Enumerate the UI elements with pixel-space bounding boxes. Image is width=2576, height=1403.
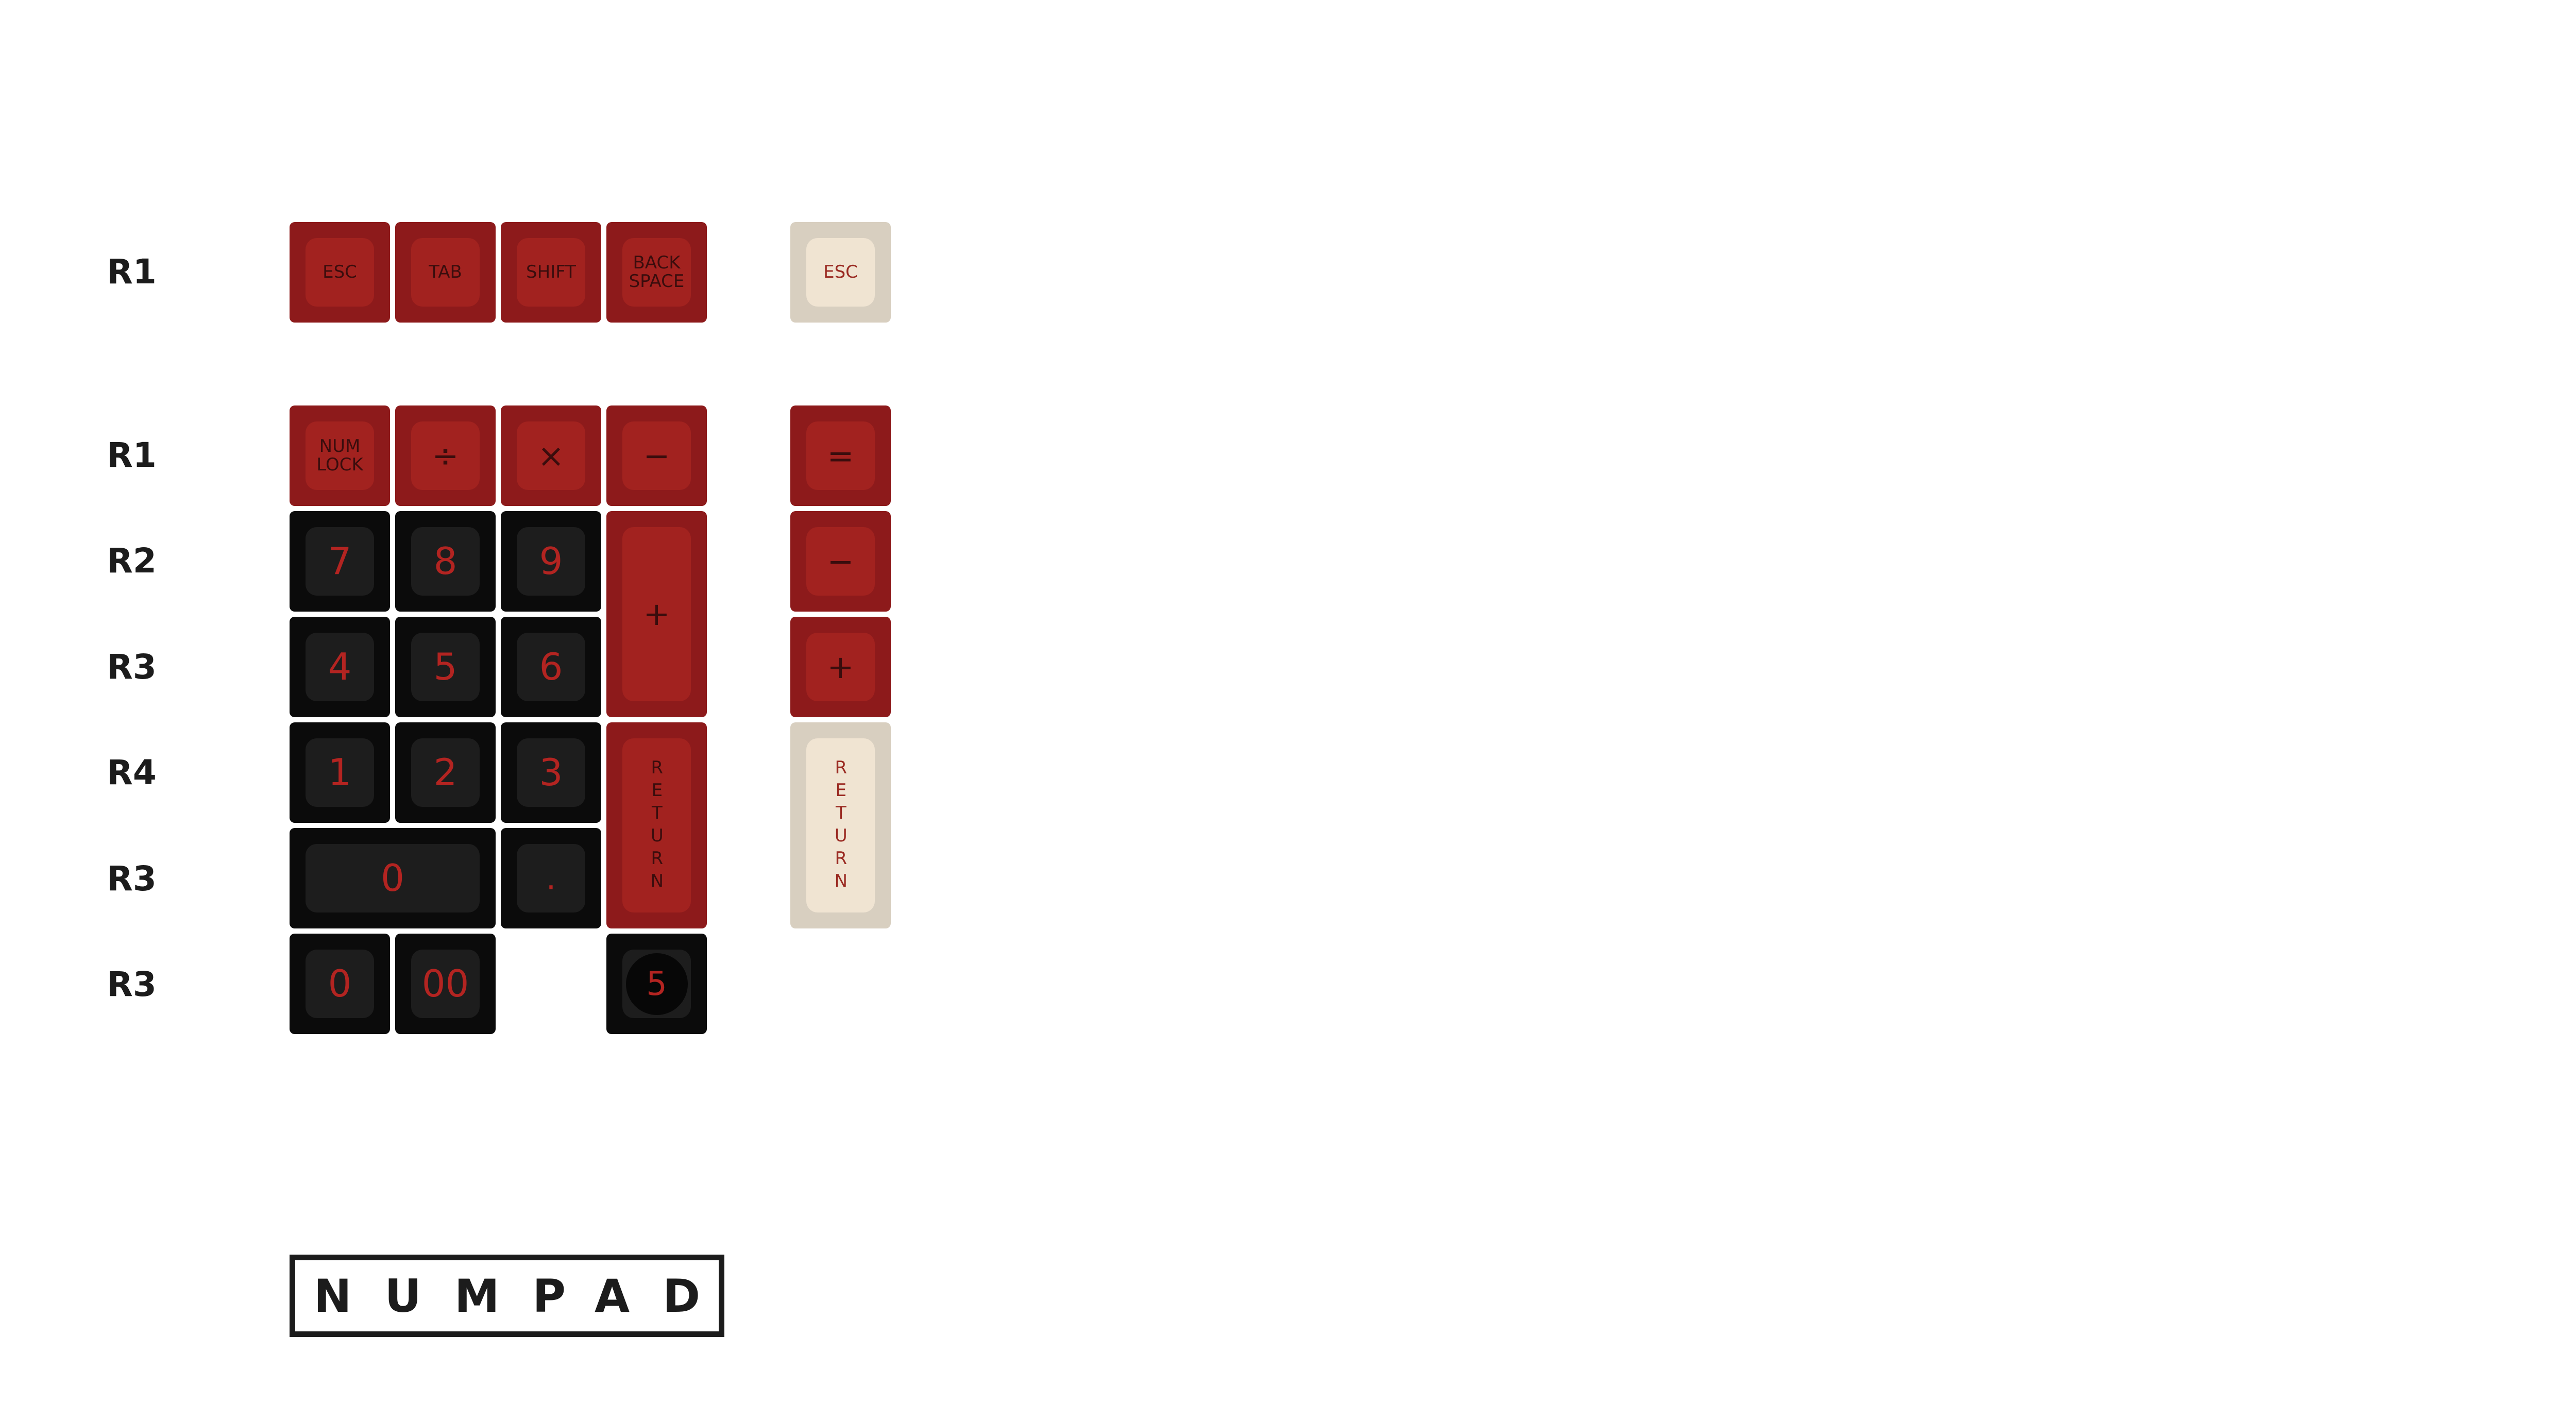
key-5-homing-legend: 5 (625, 953, 688, 1015)
key-0-legend: 0 (306, 950, 374, 1018)
key-esc[interactable]: ESC (290, 222, 390, 323)
row-label-r1-mods: R1 (107, 252, 157, 292)
key-1-legend: 1 (306, 738, 374, 807)
key-minus-alt[interactable]: − (790, 511, 891, 612)
key-minus-alt-legend: − (806, 527, 875, 596)
key-2-legend: 2 (411, 738, 480, 807)
key-divide[interactable]: ÷ (395, 405, 496, 506)
key-6-legend: 6 (517, 633, 585, 701)
key-7[interactable]: 7 (290, 511, 390, 612)
key-2[interactable]: 2 (395, 722, 496, 823)
key-dot-legend: . (517, 844, 585, 912)
key-9-legend: 9 (517, 527, 585, 596)
row-label-r3-bottom: R3 (107, 859, 157, 899)
key-return-alt-legend: RETURN (806, 738, 875, 912)
key-5-homing-dish: 5 (622, 950, 691, 1018)
key-00-legend: 00 (411, 950, 480, 1018)
row-label-r2: R2 (107, 541, 157, 581)
key-equals[interactable]: = (790, 405, 891, 506)
key-tab[interactable]: TAB (395, 222, 496, 323)
key-7-legend: 7 (306, 527, 374, 596)
key-0-wide[interactable]: 0 (290, 828, 496, 928)
key-0-wide-legend: 0 (306, 844, 480, 912)
key-minus[interactable]: − (606, 405, 707, 506)
key-1[interactable]: 1 (290, 722, 390, 823)
key-tab-legend: TAB (411, 238, 480, 307)
key-dot[interactable]: . (501, 828, 601, 928)
numpad-title: NUMPAD (290, 1255, 724, 1337)
key-0[interactable]: 0 (290, 934, 390, 1034)
key-return[interactable]: RETURN (606, 722, 707, 928)
key-shift[interactable]: SHIFT (501, 222, 601, 323)
key-esc-alt-legend: ESC (806, 238, 875, 307)
key-numlock[interactable]: NUM LOCK (290, 405, 390, 506)
row-label-r1-top: R1 (107, 435, 157, 475)
key-backspace[interactable]: BACK SPACE (606, 222, 707, 323)
key-4-legend: 4 (306, 633, 374, 701)
row-label-r3-extra: R3 (107, 965, 157, 1004)
key-numlock-legend: NUM LOCK (306, 421, 374, 490)
key-divide-legend: ÷ (411, 421, 480, 490)
key-8[interactable]: 8 (395, 511, 496, 612)
key-5[interactable]: 5 (395, 617, 496, 717)
key-backspace-legend: BACK SPACE (622, 238, 691, 307)
key-3-legend: 3 (517, 738, 585, 807)
key-minus-legend: − (622, 421, 691, 490)
key-plus-alt[interactable]: + (790, 617, 891, 717)
key-5-homing[interactable]: 5 (606, 934, 707, 1034)
key-return-alt[interactable]: RETURN (790, 722, 891, 928)
key-8-legend: 8 (411, 527, 480, 596)
key-5-legend: 5 (411, 633, 480, 701)
key-plus[interactable]: + (606, 511, 707, 717)
key-plus-legend: + (622, 527, 691, 701)
key-6[interactable]: 6 (501, 617, 601, 717)
key-shift-legend: SHIFT (517, 238, 585, 307)
key-3[interactable]: 3 (501, 722, 601, 823)
key-multiply[interactable]: × (501, 405, 601, 506)
key-multiply-legend: × (517, 421, 585, 490)
row-label-r3: R3 (107, 647, 157, 687)
key-00[interactable]: 00 (395, 934, 496, 1034)
key-9[interactable]: 9 (501, 511, 601, 612)
key-plus-alt-legend: + (806, 633, 875, 701)
row-label-r4: R4 (107, 753, 157, 792)
key-equals-legend: = (806, 421, 875, 490)
key-4[interactable]: 4 (290, 617, 390, 717)
key-return-legend: RETURN (622, 738, 691, 912)
key-esc-alt[interactable]: ESC (790, 222, 891, 323)
key-esc-legend: ESC (306, 238, 374, 307)
